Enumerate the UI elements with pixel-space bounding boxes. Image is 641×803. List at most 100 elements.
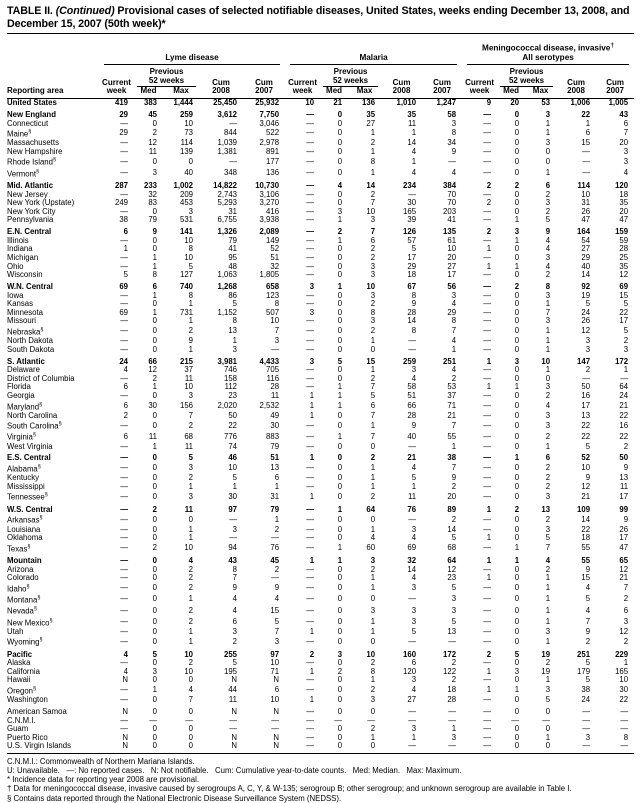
value-cell: 10 — [228, 463, 237, 473]
value-cell: 9 — [188, 337, 193, 346]
value-cell: 21 — [619, 574, 629, 583]
value-cell: 883 — [266, 431, 280, 441]
value-cell: — — [582, 147, 591, 156]
value-cell: — — [120, 565, 128, 574]
value-cell: 0 — [514, 605, 520, 615]
value-cell: 7 — [545, 308, 551, 317]
value-cell: 1 — [545, 128, 551, 138]
table-row: New England 29 45 259 3,612 7,750 — 0 35 35 58 — 0 3 2… — [7, 108, 634, 120]
value-cell: — — [306, 271, 315, 280]
value-cell: — — [306, 337, 315, 346]
table-row: West Virginia —1 11 74 79—0 0—1—0 1 5 2 — [7, 443, 634, 452]
value-cell: 1 — [309, 556, 315, 566]
value-cell: 7 — [370, 227, 376, 237]
value-cell: 0 — [514, 707, 520, 717]
value-cell: 0 — [337, 685, 343, 695]
value-cell: 0 — [337, 482, 343, 491]
value-cell: 27 — [581, 245, 591, 254]
col-group-meningococcal-label: Meningococcal disease, invasive† — [482, 42, 615, 53]
value-cell: 165 — [615, 667, 629, 676]
value-cell: 1 — [545, 442, 551, 451]
table-row: Florida 6 1 10 112 28 — 1 7 58 53 1 1 3 50 64 — [7, 383, 634, 392]
value-cell: 0 — [514, 442, 520, 451]
value-cell: 2 — [152, 374, 157, 383]
value-cell: 26 — [581, 207, 591, 216]
value-cell: 14 — [581, 271, 591, 280]
value-cell: 287 — [114, 181, 128, 191]
value-cell: — — [483, 431, 492, 441]
value-cell: — — [483, 300, 492, 309]
value-cell: 1 — [411, 482, 417, 491]
value-cell: 136 — [362, 98, 376, 108]
col-group-malaria: Malaria — [285, 41, 462, 65]
value-cell: 15 — [366, 356, 376, 366]
footnote-marker: § — [37, 464, 41, 471]
value-cell: 76 — [407, 504, 417, 514]
value-cell: 3 — [370, 216, 376, 225]
value-cell: 50 — [619, 453, 629, 463]
value-cell: 5 — [623, 326, 629, 336]
value-cell: 0 — [337, 271, 343, 280]
value-cell: — — [306, 514, 315, 524]
value-cell: 53 — [541, 98, 551, 108]
value-cell: 2,020 — [217, 400, 237, 410]
value-cell: 0 — [514, 156, 520, 166]
value-cell: 21 — [619, 400, 629, 410]
value-cell: 1 — [188, 534, 193, 543]
value-cell: 71 — [270, 667, 280, 676]
table-row: New Mexico§ — 0 2 6 5 — 0 1 3 5 — 0 1 7 3 — [7, 617, 634, 628]
value-cell: — — [306, 147, 315, 156]
value-cell: 70 — [447, 199, 457, 208]
value-cell: 209 — [179, 190, 193, 199]
footnote-marker: § — [44, 492, 48, 499]
value-cell: 17 — [407, 254, 417, 263]
value-cell: — — [306, 383, 315, 392]
value-cell: 52 — [581, 453, 591, 463]
value-cell: 0 — [188, 676, 193, 685]
value-cell: 56 — [447, 281, 457, 291]
value-cell: — — [306, 742, 315, 751]
value-cell: 0 — [514, 300, 520, 309]
value-cell: 34 — [447, 139, 457, 148]
value-cell: — — [120, 317, 128, 326]
value-cell: — — [306, 543, 315, 553]
value-cell: 7 — [274, 627, 280, 636]
value-cell: — — [483, 254, 492, 263]
value-cell: 2 — [545, 659, 551, 668]
value-cell: 1 — [451, 725, 457, 734]
value-cell: — — [448, 707, 457, 717]
value-cell: 3 — [451, 605, 457, 615]
value-cell: 0 — [152, 616, 157, 626]
reporting-area-cell: S. Atlantic — [7, 356, 45, 366]
value-cell: 4 — [337, 181, 343, 191]
value-cell: 0 — [514, 167, 520, 177]
table-row: Maryland§ 6 30 156 2,020 2,532 1 1 6 66 71—0 4 17 21 — [7, 401, 634, 412]
value-cell: — — [542, 716, 551, 725]
value-cell: 2 — [514, 504, 520, 514]
value-cell: 22 — [619, 411, 629, 420]
value-cell: 0 — [514, 119, 520, 128]
value-cell: 7 — [451, 420, 457, 430]
reporting-area-cell: Nebraska§ — [7, 326, 44, 337]
value-cell: 8 — [370, 667, 376, 676]
value-cell: 58 — [407, 383, 417, 392]
value-cell: 348 — [223, 167, 237, 177]
value-cell: 6 — [585, 128, 591, 138]
reporting-area-cell: Minnesota — [7, 308, 43, 317]
value-cell: 0 — [514, 583, 520, 593]
value-cell: 1 — [545, 636, 551, 646]
value-cell: 2 — [337, 227, 343, 237]
value-cell: — — [483, 707, 492, 717]
col-group-meningococcal-sublabel: All serotypes — [522, 52, 574, 62]
value-cell: — — [120, 119, 128, 128]
value-cell: 0 — [337, 254, 343, 263]
col-header-max-meningococcal: Max — [525, 86, 557, 100]
value-cell: 3,106 — [259, 190, 280, 199]
value-cell: 0 — [370, 594, 376, 604]
value-cell: 2 — [486, 199, 492, 208]
value-cell: — — [306, 216, 315, 225]
table-row: Nebraska§ — 0 2 13 7 — 0 2 8 7 — 0 1 12 5 — [7, 326, 634, 337]
value-cell: 7 — [274, 326, 280, 336]
value-cell: 0 — [514, 474, 520, 483]
value-cell: — — [483, 236, 492, 245]
